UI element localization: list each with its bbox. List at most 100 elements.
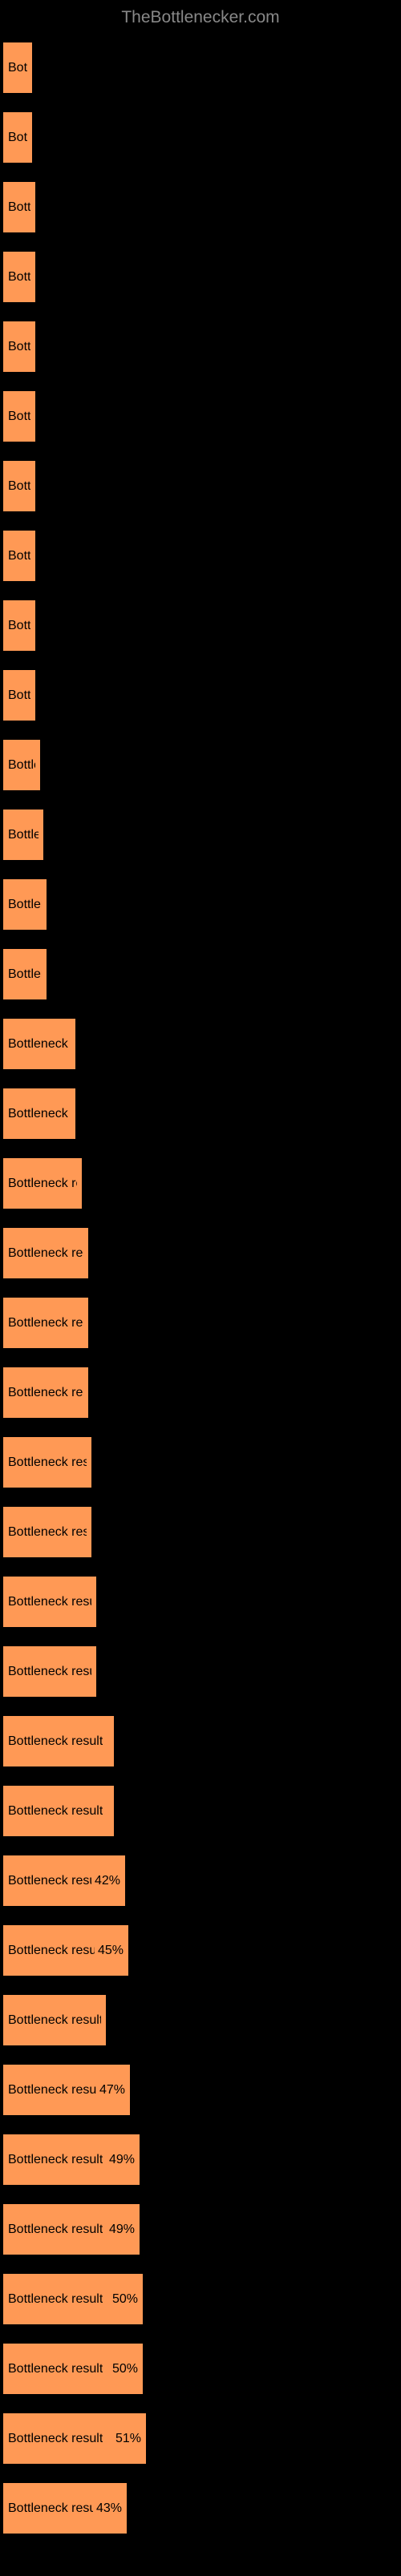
bar-row: Bottleneck result	[2, 739, 401, 791]
bar: Bottleneck result49%	[2, 2134, 140, 2186]
bar-row: Bottleneck result	[2, 809, 401, 861]
bar: Bottleneck result 50%	[2, 2343, 144, 2395]
bar: Bottleneck result51%	[2, 2412, 147, 2465]
bar-row: Bottleneck result	[2, 1367, 401, 1419]
bar-row: Bottleneck result	[2, 1785, 401, 1837]
bar: Bottleneck result	[2, 1645, 97, 1698]
bar: Bottleneck result 49%	[2, 2203, 140, 2255]
bar-label: Bottleneck result	[8, 2501, 93, 2516]
bar-value: 49%	[109, 2223, 135, 2237]
bar-value: 49%	[109, 2153, 135, 2167]
bar-label: Bottleneck result	[8, 898, 42, 912]
bar-row: Bottleneck result	[2, 460, 401, 512]
bar-value: 47%	[99, 2083, 125, 2098]
bar-label: Bottleneck result	[8, 1246, 83, 1261]
bar: Bottleneck result	[2, 390, 36, 442]
bar-label: Bottleneck result	[8, 549, 30, 563]
bar-row: Bottleneck result51%	[2, 2412, 401, 2465]
bar: Bottleneck result	[2, 321, 36, 373]
bar: Bottleneck result	[2, 42, 33, 94]
bar-value: 51%	[115, 2432, 141, 2446]
bar-label: Bottleneck result	[8, 1316, 83, 1330]
bar-label: Bottleneck result	[8, 1456, 87, 1470]
bar-label: Bottleneck result	[8, 1107, 71, 1121]
bar-value: 50%	[112, 2292, 138, 2307]
bar: Bottleneck result	[2, 1436, 92, 1488]
bar: Bottleneck result	[2, 600, 36, 652]
bar-row: Bottleneck result	[2, 251, 401, 303]
bar-label: Bottleneck result	[8, 2292, 103, 2307]
bar-row: Bottleneck result	[2, 1645, 401, 1698]
bar: Bottleneck result45%	[2, 1924, 129, 1976]
bar: Bottleneck result42%	[2, 1855, 126, 1907]
bar-label: Bottleneck result	[8, 61, 27, 75]
bar-label: Bottleneck result	[8, 2223, 103, 2237]
bar-row: Bottleneck result	[2, 181, 401, 233]
bar-row: Bottleneck result47%	[2, 2064, 401, 2116]
bar: Bottleneck result	[2, 1227, 89, 1279]
bar: Bottleneck result	[2, 809, 44, 861]
bar: Bottleneck result	[2, 1157, 83, 1209]
bar-label: Bottleneck result	[8, 2083, 96, 2098]
bar-label: Bottleneck result	[8, 340, 30, 354]
bar: Bottleneck result	[2, 1576, 97, 1628]
bar-value: 45%	[98, 1944, 124, 1958]
bar-row: Bottleneck result	[2, 1088, 401, 1140]
bar: Bottleneck result	[2, 1367, 89, 1419]
bar-row: Bottleneck result	[2, 321, 401, 373]
page-header: TheBottlenecker.com	[0, 0, 401, 42]
bar-row: Bottleneck result	[2, 1157, 401, 1209]
bar-label: Bottleneck result	[8, 1386, 83, 1400]
bar-row: Bottleneck result49%	[2, 2134, 401, 2186]
bar: Bottleneck result	[2, 251, 36, 303]
bar-label: Bottleneck result	[8, 1595, 91, 1609]
bar-row: Bottleneck result 50%	[2, 2273, 401, 2325]
bar-label: Bottleneck result	[8, 2013, 101, 2028]
bar-label: Bottleneck result	[8, 1804, 103, 1819]
bar: Bottleneck result 50%	[2, 2273, 144, 2325]
bar-row: Bottleneck result	[2, 42, 401, 94]
bar-row: Bottleneck result	[2, 878, 401, 931]
bar-row: Bottleneck result	[2, 530, 401, 582]
bar-row: Bottleneck result	[2, 1994, 401, 2046]
bar-label: Bottleneck result	[8, 1665, 91, 1679]
bar-value: 43%	[96, 2501, 122, 2516]
bar-label: Bottleneck result	[8, 619, 30, 633]
bar: Bottleneck result	[2, 1785, 115, 1837]
bar: Bottleneck result	[2, 1506, 92, 1558]
bar-label: Bottleneck result	[8, 1734, 103, 1749]
bar: Bottleneck result43%	[2, 2482, 128, 2534]
bar-label: Bottleneck result	[8, 1037, 71, 1052]
bar-label: Bottleneck result	[8, 270, 30, 285]
bar-value: 50%	[112, 2362, 138, 2376]
bar-label: Bottleneck result	[8, 1944, 95, 1958]
bar-label: Bottleneck result	[8, 131, 27, 145]
bar-row: Bottleneck result	[2, 111, 401, 164]
bar-label: Bottleneck result	[8, 200, 30, 215]
bar: Bottleneck result	[2, 460, 36, 512]
bar-row: Bottleneck result	[2, 600, 401, 652]
bar-label: Bottleneck result	[8, 2362, 103, 2376]
bar-label: Bottleneck result	[8, 1874, 91, 1888]
bar: Bottleneck result	[2, 111, 33, 164]
bar: Bottleneck result	[2, 1715, 115, 1767]
bar: Bottleneck result	[2, 669, 36, 721]
bar: Bottleneck result	[2, 1994, 107, 2046]
bar-label: Bottleneck result	[8, 410, 30, 424]
bar-label: Bottleneck result	[8, 758, 35, 773]
bar-row: Bottleneck result	[2, 948, 401, 1000]
bar-row: Bottleneck result	[2, 1576, 401, 1628]
bar-label: Bottleneck result	[8, 1177, 77, 1191]
bar-row: Bottleneck result43%	[2, 2482, 401, 2534]
bar: Bottleneck result	[2, 181, 36, 233]
bar-row: Bottleneck result	[2, 1018, 401, 1070]
bar-row: Bottleneck result	[2, 1227, 401, 1279]
bar-row: Bottleneck result	[2, 669, 401, 721]
bar: Bottleneck result	[2, 878, 47, 931]
bar-label: Bottleneck result	[8, 688, 30, 703]
bar-row: Bottleneck result	[2, 1715, 401, 1767]
bar: Bottleneck result	[2, 739, 41, 791]
bar: Bottleneck result	[2, 530, 36, 582]
bar: Bottleneck result	[2, 1018, 76, 1070]
bar: Bottleneck result	[2, 1088, 76, 1140]
